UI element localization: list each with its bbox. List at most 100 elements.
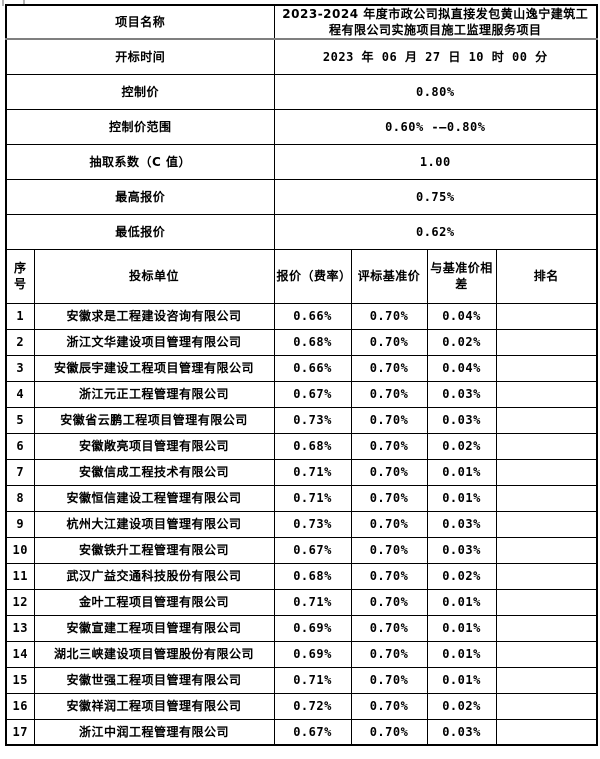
cell-no: 8 [5, 484, 35, 512]
cell-no: 4 [5, 380, 35, 408]
cell-company: 安徽辰宇建设工程项目管理有限公司 [33, 354, 275, 382]
info-row-c-coefficient: 抽取系数（C 值） 1.00 [5, 143, 598, 180]
cell-benchmark: 0.70% [350, 666, 428, 694]
table-row: 1 安徽求是工程建设咨询有限公司 0.66% 0.70% 0.04% [5, 302, 598, 330]
cell-bid: 0.67% [273, 718, 352, 746]
cell-company: 安徽信成工程技术有限公司 [33, 458, 275, 486]
cell-company: 安徽祥润工程项目管理有限公司 [33, 692, 275, 720]
table-row: 9 杭州大江建设项目管理有限公司 0.73% 0.70% 0.03% [5, 510, 598, 538]
cell-company: 安徽宣建工程项目管理有限公司 [33, 614, 275, 642]
col-header-company: 投标单位 [33, 248, 275, 304]
cell-rank [495, 406, 598, 434]
info-value-lowest-bid: 0.62% [273, 213, 598, 250]
table-row: 17 浙江中润工程管理有限公司 0.67% 0.70% 0.03% [5, 718, 598, 746]
cell-diff: 0.01% [426, 588, 497, 616]
cell-rank [495, 458, 598, 486]
info-label: 控制价 [5, 73, 275, 110]
cell-company: 安徽铁升工程管理有限公司 [33, 536, 275, 564]
info-value-highest-bid: 0.75% [273, 178, 598, 215]
cell-no: 3 [5, 354, 35, 382]
cell-benchmark: 0.70% [350, 484, 428, 512]
cell-no: 7 [5, 458, 35, 486]
column-header-row: 序号 投标单位 报价（费率） 评标基准价 与基准价相差 排名 [5, 248, 598, 304]
info-label: 最高报价 [5, 178, 275, 215]
cell-rank [495, 484, 598, 512]
cell-no: 15 [5, 666, 35, 694]
cell-rank [495, 328, 598, 356]
col-header-rank: 排名 [495, 248, 598, 304]
info-value-control-price: 0.80% [273, 73, 598, 110]
info-label: 开标时间 [5, 38, 275, 75]
info-row-control-price: 控制价 0.80% [5, 73, 598, 110]
table-row: 3 安徽辰宇建设工程项目管理有限公司 0.66% 0.70% 0.04% [5, 354, 598, 382]
info-value-c-coefficient: 1.00 [273, 143, 598, 180]
cell-bid: 0.71% [273, 588, 352, 616]
cell-rank [495, 718, 598, 746]
cell-diff: 0.03% [426, 406, 497, 434]
cell-diff: 0.01% [426, 458, 497, 486]
cell-company: 安徽省云鹏工程项目管理有限公司 [33, 406, 275, 434]
info-row-highest-bid: 最高报价 0.75% [5, 178, 598, 215]
info-label: 最低报价 [5, 213, 275, 250]
cell-rank [495, 510, 598, 538]
corner-artifact [2, 0, 25, 6]
table-row: 13 安徽宣建工程项目管理有限公司 0.69% 0.70% 0.01% [5, 614, 598, 642]
cell-no: 17 [5, 718, 35, 746]
cell-rank [495, 302, 598, 330]
info-row-project-name: 项目名称 2023-2024 年度市政公司拟直接发包黄山逸宁建筑工程有限公司实施… [5, 4, 598, 41]
cell-diff: 0.03% [426, 536, 497, 564]
cell-rank [495, 562, 598, 590]
cell-diff: 0.01% [426, 640, 497, 668]
cell-rank [495, 536, 598, 564]
cell-rank [495, 666, 598, 694]
cell-bid: 0.68% [273, 562, 352, 590]
info-row-open-time: 开标时间 2023 年 06 月 27 日 10 时 00 分 [5, 38, 598, 75]
cell-benchmark: 0.70% [350, 692, 428, 720]
table-row: 12 金叶工程项目管理有限公司 0.71% 0.70% 0.01% [5, 588, 598, 616]
cell-bid: 0.69% [273, 614, 352, 642]
cell-benchmark: 0.70% [350, 380, 428, 408]
table-row: 15 安徽世强工程项目管理有限公司 0.71% 0.70% 0.01% [5, 666, 598, 694]
cell-diff: 0.03% [426, 380, 497, 408]
cell-company: 安徽世强工程项目管理有限公司 [33, 666, 275, 694]
cell-company: 武汉广益交通科技股份有限公司 [33, 562, 275, 590]
info-label: 控制价范围 [5, 108, 275, 145]
table-row: 14 湖北三峡建设项目管理股份有限公司 0.69% 0.70% 0.01% [5, 640, 598, 668]
cell-rank [495, 354, 598, 382]
col-header-no: 序号 [5, 248, 35, 304]
col-header-bid: 报价（费率） [273, 248, 352, 304]
table-row: 11 武汉广益交通科技股份有限公司 0.68% 0.70% 0.02% [5, 562, 598, 590]
cell-bid: 0.73% [273, 406, 352, 434]
cell-benchmark: 0.70% [350, 562, 428, 590]
cell-company: 杭州大江建设项目管理有限公司 [33, 510, 275, 538]
cell-benchmark: 0.70% [350, 640, 428, 668]
cell-no: 2 [5, 328, 35, 356]
cell-diff: 0.03% [426, 510, 497, 538]
cell-no: 5 [5, 406, 35, 434]
cell-company: 浙江中润工程管理有限公司 [33, 718, 275, 746]
cell-benchmark: 0.70% [350, 588, 428, 616]
cell-bid: 0.66% [273, 302, 352, 330]
table-row: 5 安徽省云鹏工程项目管理有限公司 0.73% 0.70% 0.03% [5, 406, 598, 434]
info-row-control-price-range: 控制价范围 0.60% -—0.80% [5, 108, 598, 145]
cell-no: 6 [5, 432, 35, 460]
cell-diff: 0.01% [426, 614, 497, 642]
table-row: 16 安徽祥润工程项目管理有限公司 0.72% 0.70% 0.02% [5, 692, 598, 720]
cell-company: 湖北三峡建设项目管理股份有限公司 [33, 640, 275, 668]
cell-no: 10 [5, 536, 35, 564]
cell-benchmark: 0.70% [350, 536, 428, 564]
cell-diff: 0.04% [426, 302, 497, 330]
cell-bid: 0.66% [273, 354, 352, 382]
cell-company: 浙江文华建设项目管理有限公司 [33, 328, 275, 356]
cell-rank [495, 692, 598, 720]
cell-diff: 0.02% [426, 328, 497, 356]
info-value-project-name: 2023-2024 年度市政公司拟直接发包黄山逸宁建筑工程有限公司实施项目施工监… [273, 4, 598, 41]
bid-evaluation-table: 项目名称 2023-2024 年度市政公司拟直接发包黄山逸宁建筑工程有限公司实施… [5, 4, 599, 747]
table-row: 2 浙江文华建设项目管理有限公司 0.68% 0.70% 0.02% [5, 328, 598, 356]
cell-benchmark: 0.70% [350, 718, 428, 746]
cell-no: 13 [5, 614, 35, 642]
table-row: 4 浙江元正工程管理有限公司 0.67% 0.70% 0.03% [5, 380, 598, 408]
cell-benchmark: 0.70% [350, 432, 428, 460]
table-row: 7 安徽信成工程技术有限公司 0.71% 0.70% 0.01% [5, 458, 598, 486]
table-row: 6 安徽敞亮项目管理有限公司 0.68% 0.70% 0.02% [5, 432, 598, 460]
